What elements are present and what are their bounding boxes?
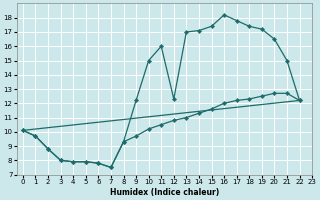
X-axis label: Humidex (Indice chaleur): Humidex (Indice chaleur) [110,188,219,197]
